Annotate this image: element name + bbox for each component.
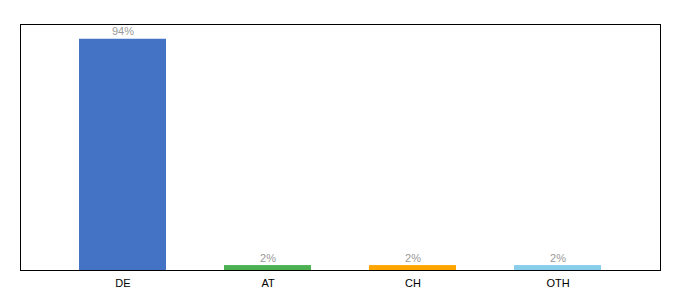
svg-text:2%: 2% bbox=[405, 252, 421, 264]
svg-text:OTH: OTH bbox=[546, 277, 569, 289]
svg-text:2%: 2% bbox=[550, 252, 566, 264]
svg-text:DE: DE bbox=[115, 277, 130, 289]
svg-text:94%: 94% bbox=[112, 25, 134, 37]
svg-text:AT: AT bbox=[261, 277, 275, 289]
svg-text:CH: CH bbox=[405, 277, 421, 289]
svg-text:2%: 2% bbox=[260, 252, 276, 264]
